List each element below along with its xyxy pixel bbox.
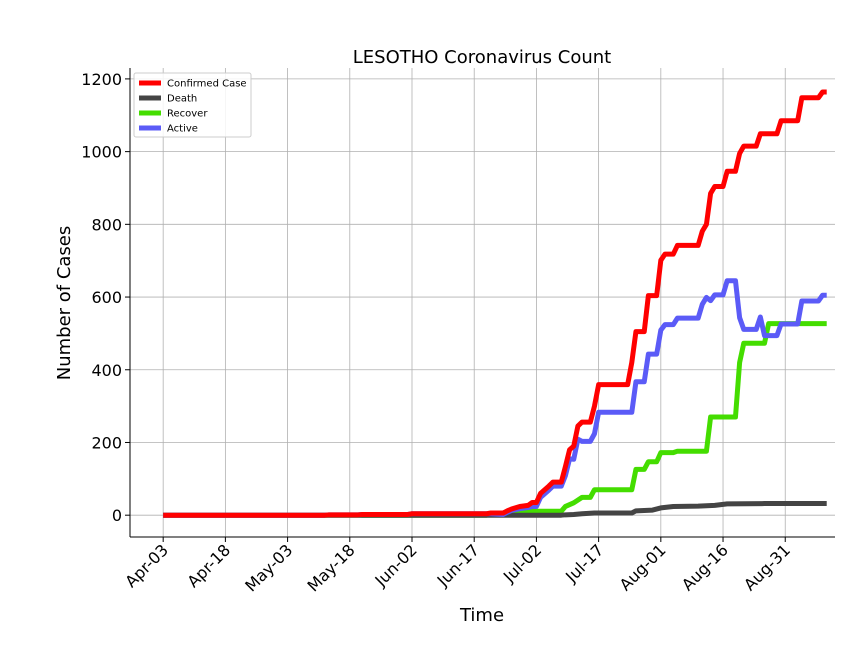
y-tick-label: 800 bbox=[91, 215, 122, 234]
series-line-death bbox=[163, 501, 827, 518]
chart-title: LESOTHO Coronavirus Count bbox=[353, 47, 611, 68]
y-axis-title: Number of Cases bbox=[54, 226, 75, 381]
grid-lines bbox=[130, 68, 835, 537]
legend-label: Active bbox=[167, 124, 198, 135]
x-tick-label: Apr-18 bbox=[183, 540, 234, 591]
x-tick-label: Jul-02 bbox=[499, 540, 545, 586]
x-tick-label: Aug-31 bbox=[740, 540, 794, 594]
x-tick-label: Jul-17 bbox=[561, 540, 607, 586]
legend-label: Death bbox=[167, 94, 197, 105]
y-tick-label: 1000 bbox=[81, 143, 122, 162]
legend-box bbox=[133, 72, 252, 138]
series-line-confirmed-case bbox=[163, 89, 827, 518]
x-tick-label: Apr-03 bbox=[121, 540, 172, 591]
y-tick-label: 200 bbox=[91, 433, 122, 452]
x-tick-label: Jun-02 bbox=[371, 540, 421, 590]
x-tick-label: May-03 bbox=[241, 540, 296, 595]
x-tick-label: Jun-17 bbox=[433, 540, 483, 590]
y-axis-ticks: 0 200 400 600 800 1000 1200 bbox=[81, 70, 130, 525]
legend-label: Confirmed Case bbox=[167, 79, 247, 90]
series-layer bbox=[163, 89, 827, 518]
x-axis-ticks: Apr-03 Apr-18 May-03 May-18 Jun-02 Jun-17 Jul-… bbox=[121, 537, 794, 596]
y-tick-label: 600 bbox=[91, 288, 122, 307]
axes bbox=[129, 68, 835, 538]
x-tick-label: Aug-16 bbox=[678, 540, 732, 594]
x-axis-title: Time bbox=[459, 605, 504, 626]
series-line-recover bbox=[163, 321, 827, 518]
x-tick-label: Aug-01 bbox=[616, 540, 670, 594]
x-tick-label: May-18 bbox=[304, 540, 359, 595]
y-tick-label: 0 bbox=[112, 506, 122, 525]
legend: Confirmed Case Death Recover Active bbox=[133, 72, 252, 138]
y-tick-label: 1200 bbox=[81, 70, 122, 89]
series-line-active bbox=[163, 278, 827, 518]
legend-label: Recover bbox=[167, 109, 208, 120]
y-tick-label: 400 bbox=[91, 361, 122, 380]
